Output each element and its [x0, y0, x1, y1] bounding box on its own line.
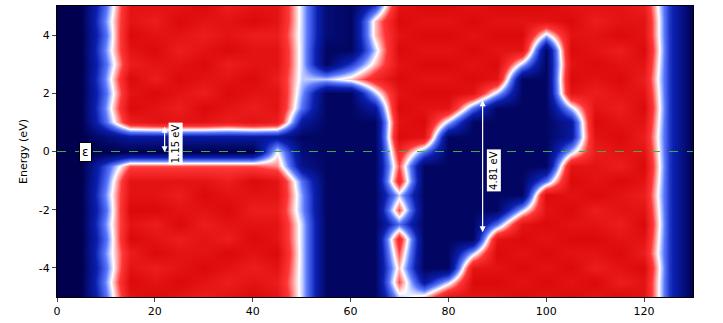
svg-text:20: 20 [148, 305, 162, 318]
svg-text:1.15 eV: 1.15 eV [170, 125, 181, 164]
svg-text:0: 0 [43, 145, 50, 158]
svg-text:80: 80 [441, 305, 455, 318]
svg-text:4.81 eV: 4.81 eV [488, 151, 499, 190]
svg-text:ε: ε [82, 145, 89, 159]
svg-text:40: 40 [246, 305, 260, 318]
svg-text:4: 4 [43, 29, 50, 42]
svg-text:60: 60 [344, 305, 358, 318]
svg-text:-4: -4 [39, 262, 50, 275]
svg-text:100: 100 [536, 305, 557, 318]
svg-text:Energy (eV): Energy (eV) [17, 119, 30, 184]
svg-text:2: 2 [43, 87, 50, 100]
svg-text:120: 120 [634, 305, 655, 318]
svg-text:0: 0 [54, 305, 61, 318]
svg-text:-2: -2 [39, 204, 50, 217]
